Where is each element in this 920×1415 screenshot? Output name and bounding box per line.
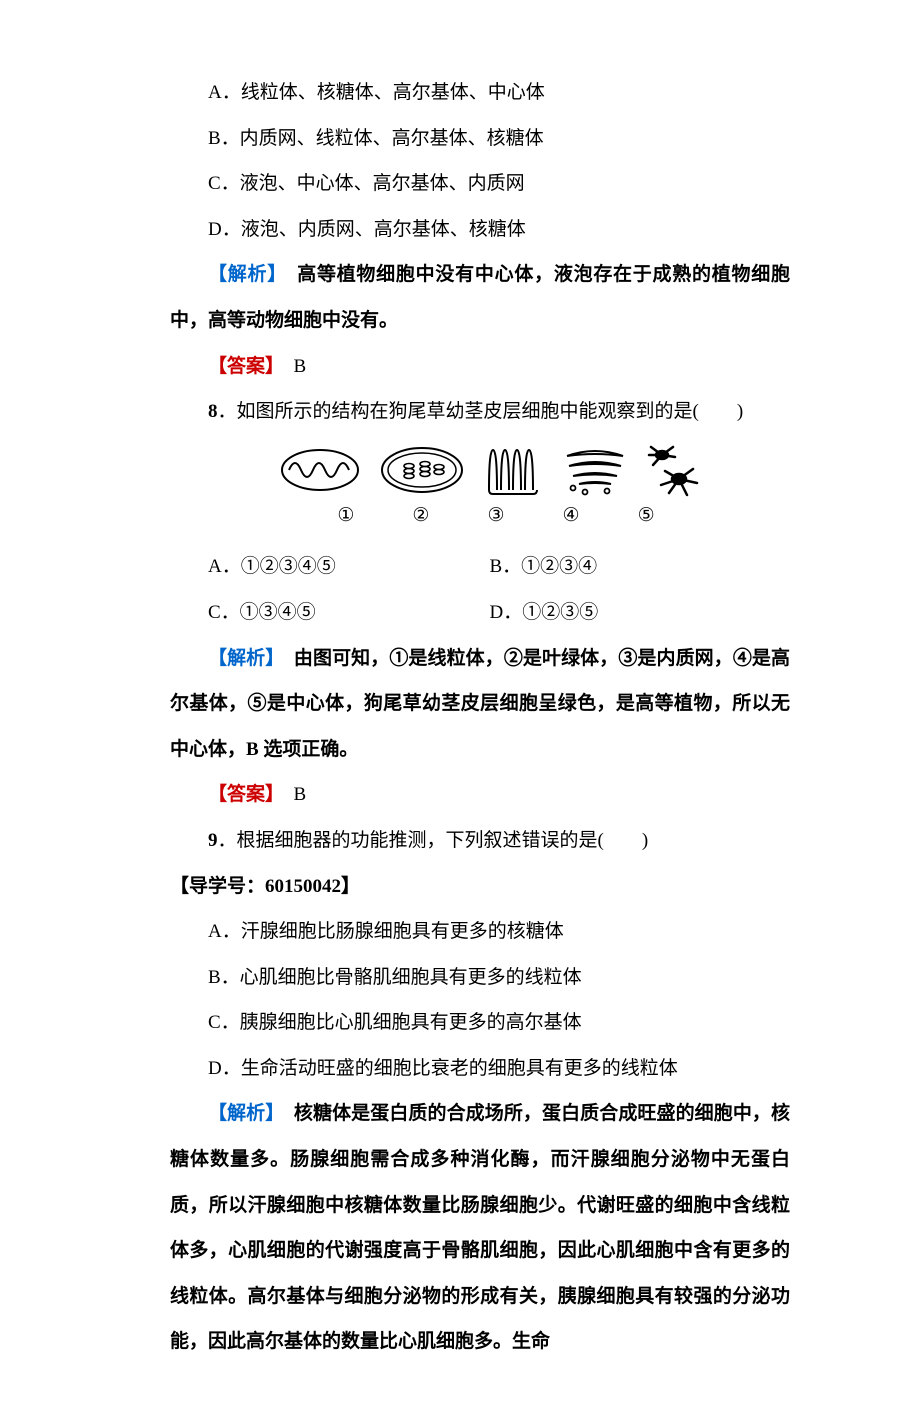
q8-option-d: D．①②③⑤ bbox=[480, 590, 790, 636]
q8-row-ab: A．①②③④⑤ B．①②③④ bbox=[170, 544, 790, 590]
fig-label-3: ③ bbox=[487, 493, 504, 539]
q9-analysis-label: 【解析】 bbox=[208, 1103, 275, 1124]
q9-stem: 9．根据细胞器的功能推测，下列叙述错误的是( ) bbox=[170, 818, 790, 864]
q7-option-d: D．液泡、内质网、高尔基体、核糖体 bbox=[170, 207, 790, 253]
q9-option-b: B．心肌细胞比骨骼肌细胞具有更多的线粒体 bbox=[170, 955, 790, 1001]
q8-answer-label: 【答案】 bbox=[208, 784, 275, 805]
q7-option-c: C．液泡、中心体、高尔基体、内质网 bbox=[170, 161, 790, 207]
fig-label-1: ① bbox=[337, 493, 354, 539]
mitochondrion-icon bbox=[279, 446, 361, 494]
q9-analysis-block: 【解析】 核糖体是蛋白质的合成场所，蛋白质合成旺盛的细胞中，核糖体数量多。肠腺细… bbox=[170, 1091, 790, 1365]
q8-stem-text: ．如图所示的结构在狗尾草幼茎皮层细胞中能观察到的是( ) bbox=[218, 401, 744, 422]
q7-option-b: B．内质网、线粒体、高尔基体、核糖体 bbox=[170, 116, 790, 162]
chloroplast-icon bbox=[379, 445, 465, 495]
q9-num: 9 bbox=[208, 830, 218, 851]
q8-option-c: C．①③④⑤ bbox=[170, 590, 480, 636]
endoplasmic-reticulum-icon bbox=[483, 444, 545, 496]
fig-label-2: ② bbox=[412, 493, 429, 539]
fig-label-4: ④ bbox=[563, 493, 580, 539]
q8-option-a: A．①②③④⑤ bbox=[170, 544, 480, 590]
q8-num: 8 bbox=[208, 401, 218, 422]
q8-figure-row bbox=[170, 443, 790, 497]
q9-option-d: D．生命活动旺盛的细胞比衰老的细胞具有更多的线粒体 bbox=[170, 1046, 790, 1092]
golgi-icon bbox=[563, 444, 627, 496]
q7-analysis-block: 【解析】 高等植物细胞中没有中心体，液泡存在于成熟的植物细胞中，高等动物细胞中没… bbox=[170, 252, 790, 343]
q9-analysis-text: 核糖体是蛋白质的合成场所，蛋白质合成旺盛的细胞中，核糖体数量多。肠腺细胞需合成多… bbox=[170, 1103, 790, 1352]
q7-answer-label: 【答案】 bbox=[208, 356, 275, 377]
q8-answer-block: 【答案】 B bbox=[170, 772, 790, 818]
q9-stem-text: ．根据细胞器的功能推测，下列叙述错误的是( ) bbox=[218, 830, 649, 851]
q7-option-a: A．线粒体、核糖体、高尔基体、中心体 bbox=[170, 70, 790, 116]
q8-option-b: B．①②③④ bbox=[480, 544, 790, 590]
q8-figure-labels: ① ② ③ ④ ⑤ bbox=[170, 493, 790, 539]
q8-answer-text: B bbox=[275, 784, 307, 805]
q9-guide: 【导学号：60150042】 bbox=[170, 864, 790, 910]
q8-analysis-block: 【解析】 由图可知，①是线粒体，②是叶绿体，③是内质网，④是高尔基体，⑤是中心体… bbox=[170, 636, 790, 773]
q7-answer-block: 【答案】 B bbox=[170, 344, 790, 390]
q9-option-a: A．汗腺细胞比肠腺细胞具有更多的核糖体 bbox=[170, 909, 790, 955]
q9-option-c: C．胰腺细胞比心肌细胞具有更多的高尔基体 bbox=[170, 1000, 790, 1046]
fig-label-5: ⑤ bbox=[638, 493, 655, 539]
q7-analysis-label: 【解析】 bbox=[208, 264, 277, 285]
q7-answer-text: B bbox=[275, 356, 307, 377]
q8-row-cd: C．①③④⑤ D．①②③⑤ bbox=[170, 590, 790, 636]
centrosome-icon bbox=[645, 443, 701, 497]
q8-analysis-label: 【解析】 bbox=[208, 648, 275, 669]
q8-stem: 8．如图所示的结构在狗尾草幼茎皮层细胞中能观察到的是( ) bbox=[170, 389, 790, 435]
